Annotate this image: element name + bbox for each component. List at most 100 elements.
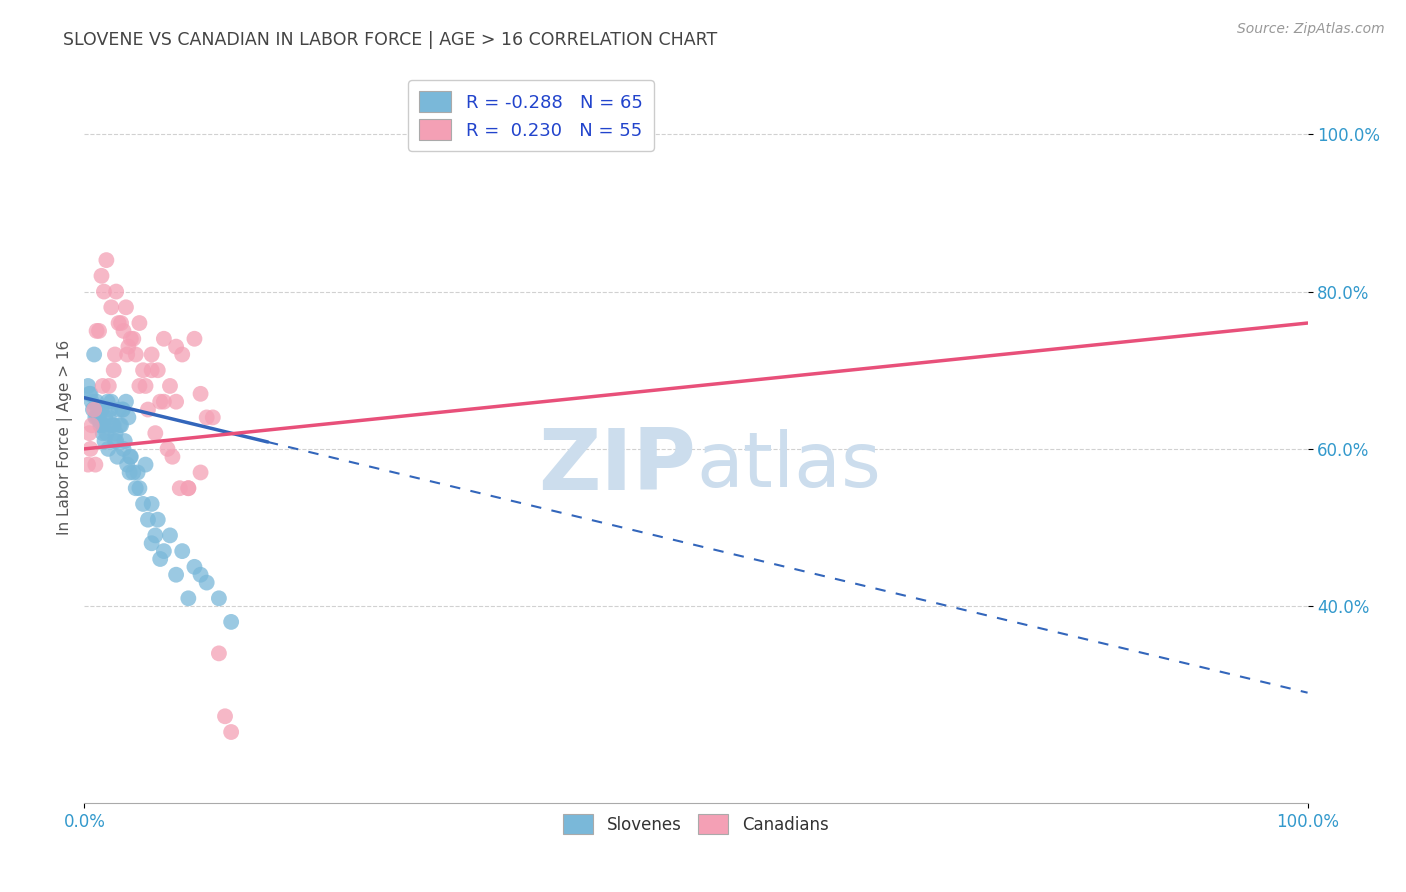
Point bbox=[146, 363, 169, 377]
Point bbox=[219, 615, 242, 629]
Point bbox=[190, 466, 212, 480]
Point bbox=[87, 324, 110, 338]
Point bbox=[83, 402, 105, 417]
Point bbox=[177, 481, 200, 495]
Point bbox=[172, 544, 194, 558]
Point bbox=[159, 528, 181, 542]
Point bbox=[159, 379, 181, 393]
Point bbox=[165, 567, 187, 582]
Point bbox=[79, 442, 101, 456]
Point bbox=[77, 458, 100, 472]
Point bbox=[111, 402, 134, 417]
Point bbox=[143, 426, 166, 441]
Text: atlas: atlas bbox=[696, 429, 880, 503]
Point bbox=[143, 528, 166, 542]
Point bbox=[97, 442, 120, 456]
Point bbox=[183, 559, 205, 574]
Point bbox=[128, 481, 150, 495]
Point bbox=[169, 481, 191, 495]
Point bbox=[90, 268, 112, 283]
Point bbox=[153, 332, 176, 346]
Point bbox=[141, 536, 163, 550]
Point bbox=[93, 434, 115, 448]
Point bbox=[111, 402, 134, 417]
Point bbox=[104, 434, 127, 448]
Point bbox=[90, 418, 112, 433]
Point bbox=[146, 513, 169, 527]
Point bbox=[107, 402, 129, 417]
Point bbox=[190, 567, 212, 582]
Point bbox=[115, 458, 138, 472]
Point bbox=[105, 285, 128, 299]
Point bbox=[195, 410, 218, 425]
Point bbox=[100, 301, 122, 315]
Point bbox=[117, 340, 139, 354]
Point bbox=[97, 394, 120, 409]
Point bbox=[125, 347, 148, 361]
Point bbox=[127, 466, 149, 480]
Text: Source: ZipAtlas.com: Source: ZipAtlas.com bbox=[1237, 22, 1385, 37]
Point bbox=[112, 324, 135, 338]
Point bbox=[96, 426, 118, 441]
Point bbox=[80, 394, 103, 409]
Point bbox=[135, 379, 157, 393]
Point bbox=[96, 253, 118, 268]
Point bbox=[91, 379, 114, 393]
Point bbox=[162, 450, 184, 464]
Point bbox=[165, 340, 187, 354]
Point bbox=[87, 402, 110, 417]
Point bbox=[90, 402, 112, 417]
Point bbox=[125, 481, 148, 495]
Point bbox=[136, 402, 159, 417]
Point bbox=[132, 363, 155, 377]
Point bbox=[110, 316, 132, 330]
Point bbox=[156, 442, 179, 456]
Point bbox=[108, 418, 131, 433]
Point bbox=[91, 426, 114, 441]
Point bbox=[128, 379, 150, 393]
Point bbox=[149, 552, 172, 566]
Point bbox=[86, 324, 108, 338]
Point bbox=[79, 387, 101, 401]
Point bbox=[214, 709, 236, 723]
Point bbox=[104, 347, 127, 361]
Point bbox=[118, 466, 141, 480]
Point bbox=[208, 591, 231, 606]
Point bbox=[82, 402, 104, 417]
Point bbox=[136, 513, 159, 527]
Point bbox=[77, 426, 100, 441]
Point bbox=[94, 410, 117, 425]
Point bbox=[105, 434, 128, 448]
Point bbox=[105, 450, 128, 464]
Point bbox=[107, 316, 129, 330]
Text: SLOVENE VS CANADIAN IN LABOR FORCE | AGE > 16 CORRELATION CHART: SLOVENE VS CANADIAN IN LABOR FORCE | AGE… bbox=[63, 31, 717, 49]
Point bbox=[177, 591, 200, 606]
Point bbox=[195, 575, 218, 590]
Point bbox=[122, 466, 145, 480]
Point bbox=[93, 418, 115, 433]
Point bbox=[183, 332, 205, 346]
Point bbox=[86, 410, 108, 425]
Point bbox=[153, 394, 176, 409]
Point bbox=[219, 725, 242, 739]
Point bbox=[132, 497, 155, 511]
Point bbox=[97, 379, 120, 393]
Point bbox=[122, 332, 145, 346]
Point bbox=[110, 418, 132, 433]
Point bbox=[115, 347, 138, 361]
Point bbox=[84, 458, 107, 472]
Legend: Slovenes, Canadians: Slovenes, Canadians bbox=[555, 806, 837, 842]
Point bbox=[98, 402, 121, 417]
Text: ZIP: ZIP bbox=[538, 425, 696, 508]
Point bbox=[201, 410, 224, 425]
Point bbox=[86, 394, 108, 409]
Point bbox=[141, 363, 163, 377]
Point bbox=[93, 285, 115, 299]
Point bbox=[141, 347, 163, 361]
Point bbox=[120, 332, 142, 346]
Point bbox=[89, 418, 111, 433]
Point bbox=[103, 418, 125, 433]
Point bbox=[128, 316, 150, 330]
Point bbox=[77, 387, 100, 401]
Point bbox=[104, 426, 127, 441]
